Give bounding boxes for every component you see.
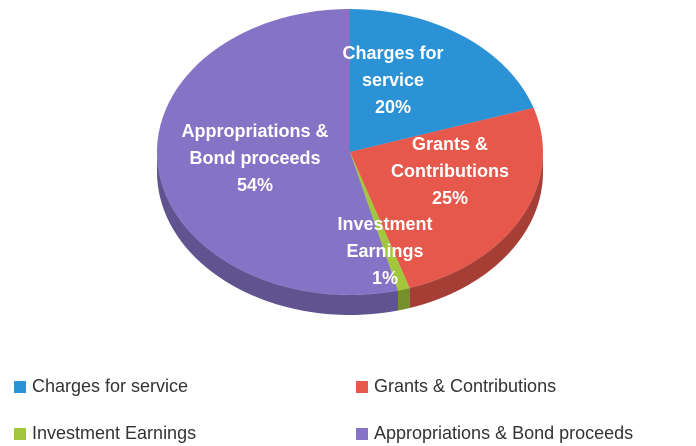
data-label: Appropriations & Bond proceeds 54% (168, 118, 343, 199)
data-label-category: Charges for service (342, 43, 444, 90)
data-label-value: 54% (236, 175, 274, 195)
legend-item: Grants & Contributions (356, 376, 556, 397)
legend-label: Appropriations & Bond proceeds (374, 423, 634, 443)
legend-item: Investment Earnings (14, 423, 196, 444)
slice (350, 9, 534, 152)
slice-side (409, 152, 543, 309)
legend-swatch (14, 427, 26, 440)
data-label: Charges for service 20% (328, 40, 458, 121)
legend-item: Charges for service (14, 376, 188, 397)
legend-label: Charges for service (32, 376, 189, 396)
slice-side (397, 288, 410, 311)
legend-label: Grants & Contributions (374, 376, 557, 396)
legend-item: Appropriations & Bond proceeds (356, 423, 633, 444)
data-label-category: Grants & Contributions (391, 134, 509, 181)
data-label-value: 1% (371, 268, 398, 288)
legend-swatch (356, 380, 368, 393)
data-label-category: Investment Earnings (337, 214, 433, 261)
data-label-value: 20% (374, 97, 412, 117)
slice-side (157, 152, 398, 315)
legend-label: Investment Earnings (32, 423, 197, 443)
legend-swatch (14, 380, 26, 393)
data-label: Investment Earnings 1% (330, 211, 440, 292)
legend-swatch (356, 427, 368, 440)
data-label: Grants & Contributions 25% (375, 131, 525, 212)
slice (350, 152, 410, 291)
slice (350, 107, 543, 289)
slice (156, 9, 398, 295)
data-label-value: 25% (431, 188, 469, 208)
data-label-category: Appropriations & Bond proceeds (181, 121, 329, 168)
